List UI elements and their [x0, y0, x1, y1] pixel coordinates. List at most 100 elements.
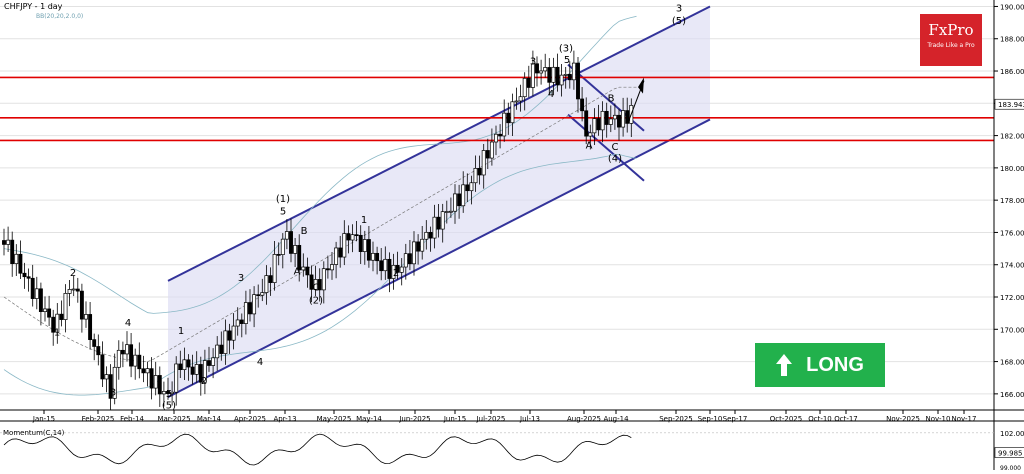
candle-body	[297, 245, 302, 271]
candle-body	[612, 114, 617, 120]
candle-body	[592, 118, 597, 134]
candle-body	[14, 253, 19, 265]
candle-body	[96, 346, 101, 356]
candle-body	[543, 67, 548, 72]
candle-body	[34, 288, 39, 299]
candle-body	[514, 100, 519, 103]
candle-body	[116, 349, 121, 368]
time-tick-label: Oct-10	[808, 415, 832, 423]
candle-body	[457, 193, 462, 207]
candle-body	[243, 302, 248, 324]
candles	[2, 50, 645, 411]
candle-body	[186, 359, 191, 368]
candle-body	[518, 96, 523, 102]
bb-middle	[3, 86, 637, 362]
wave-label: (4)	[608, 153, 622, 164]
candle-body	[120, 349, 125, 355]
candle-body	[260, 292, 265, 296]
candle-body	[43, 308, 47, 312]
candle-body	[59, 313, 64, 320]
price-tick-label: 172.000	[1000, 294, 1024, 302]
candle-body	[317, 279, 322, 291]
candle-body	[235, 319, 240, 327]
candle-body	[391, 264, 396, 279]
candle-body	[481, 150, 486, 176]
candle-body	[125, 344, 129, 355]
candle-body	[580, 98, 585, 112]
candle-body	[276, 254, 281, 256]
wave-label: A	[586, 141, 593, 152]
wave-label: 3	[676, 3, 682, 14]
time-tick-label: Feb-14	[120, 415, 144, 423]
wave-label: (5)	[162, 400, 176, 411]
candle-body	[63, 293, 68, 320]
candle-body	[551, 66, 556, 83]
candle-body	[625, 110, 630, 124]
candle-body	[321, 268, 326, 291]
time-tick-label: Mar-2025	[157, 415, 190, 423]
chart-title: CHFJPY - 1 day	[4, 2, 63, 11]
wave-label: 5	[564, 55, 570, 66]
candle-body	[465, 184, 470, 192]
time-tick-label: Jul-2025	[476, 415, 506, 423]
candle-body	[133, 354, 138, 367]
wave-label: 3	[110, 387, 116, 398]
candle-body	[395, 264, 400, 273]
candle-body	[477, 168, 482, 176]
candle-body	[473, 168, 478, 184]
candle-body	[268, 275, 273, 283]
wave-label: 5	[280, 207, 286, 218]
candle-body	[38, 288, 43, 312]
candle-body	[563, 73, 568, 76]
wave-label: 3	[238, 273, 244, 284]
up-arrow-icon	[776, 354, 793, 376]
wave-label: B	[301, 226, 308, 237]
candle-body	[178, 363, 183, 371]
wave-label: 4	[257, 357, 263, 368]
price-tick-label: 182.000	[1000, 133, 1024, 141]
candle-body	[498, 133, 503, 137]
candle-body	[92, 339, 97, 347]
candle-body	[289, 231, 293, 254]
candle-body	[461, 184, 466, 207]
candle-body	[301, 266, 306, 271]
candle-body	[231, 325, 236, 341]
candle-body	[108, 374, 113, 399]
fxpro-logo: FxPro Trade Like a Pro	[920, 14, 982, 66]
candle-body	[383, 258, 388, 272]
momentum-current-label: 99.985	[998, 450, 1023, 458]
candle-body	[194, 364, 199, 375]
candle-body	[71, 288, 76, 291]
candle-body	[129, 344, 134, 367]
candle-body	[252, 294, 257, 315]
candle-body	[182, 359, 187, 371]
candle-body	[190, 366, 195, 375]
wave-label: (5)	[672, 16, 686, 27]
wave-label: 3	[530, 57, 536, 68]
candle-body	[375, 252, 380, 262]
wave-label: (1)	[276, 194, 290, 205]
candle-body	[55, 313, 60, 333]
wave-label: 2	[70, 268, 76, 279]
price-tick-label: 180.000	[1000, 165, 1024, 173]
candle-body	[485, 150, 490, 159]
price-tick-label: 166.000	[1000, 391, 1024, 399]
momentum-label: Momentum(C,14)	[3, 429, 65, 437]
candle-body	[510, 101, 515, 124]
candle-body	[239, 319, 244, 324]
long-signal-badge: LONG	[755, 343, 885, 387]
candle-body	[2, 240, 6, 245]
brand-tagline: Trade Like a Pro	[927, 42, 975, 49]
wave-label: (2)	[309, 295, 323, 306]
candle-body	[358, 234, 363, 252]
candle-body	[448, 210, 453, 213]
channel-fill	[168, 6, 710, 398]
time-tick-label: Feb-2025	[82, 415, 115, 423]
price-tick-label: 168.000	[1000, 359, 1024, 367]
candle-body	[346, 233, 351, 241]
candle-body	[444, 211, 449, 213]
grid	[0, 5, 994, 395]
candle-body	[342, 233, 347, 258]
